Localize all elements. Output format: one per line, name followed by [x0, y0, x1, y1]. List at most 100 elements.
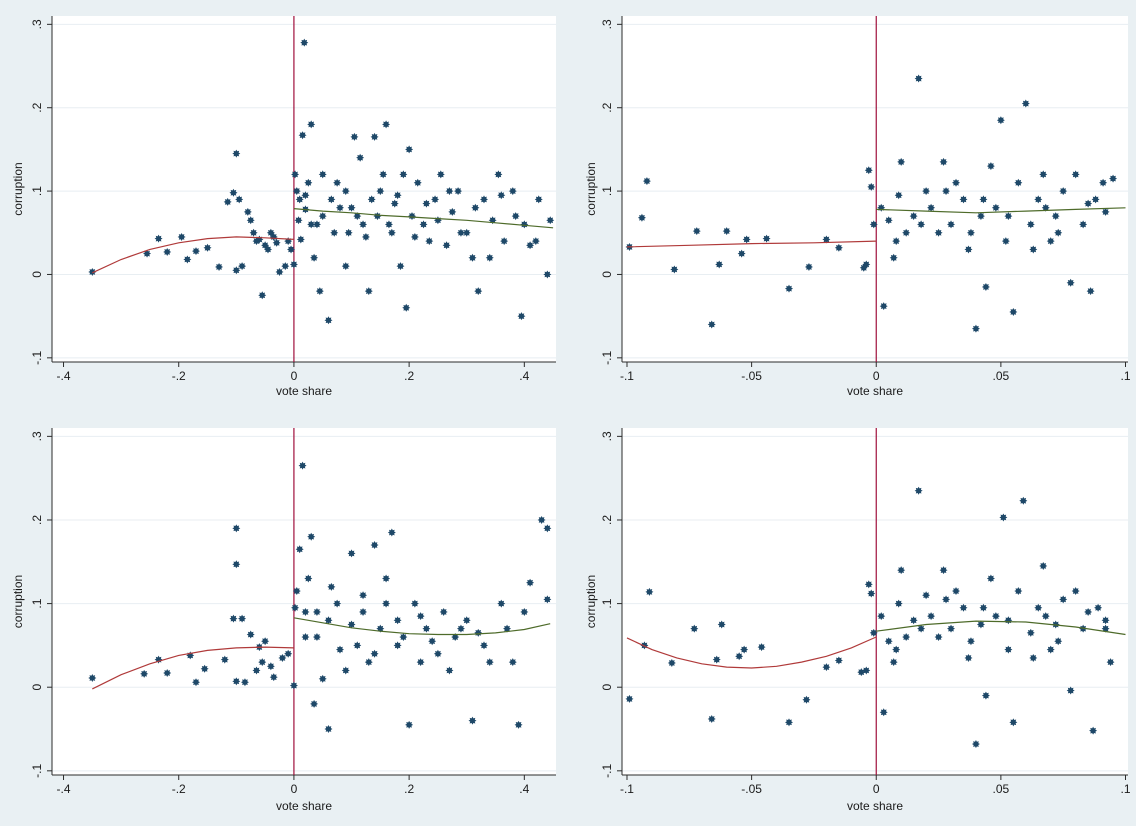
scatter-point: [462, 616, 471, 625]
scatter-point: [520, 607, 529, 616]
scatter-point: [183, 255, 192, 264]
scatter-point: [416, 612, 425, 621]
scatter-point: [261, 637, 270, 646]
scatter-point: [442, 241, 451, 250]
x-tick-label: 0: [291, 782, 298, 796]
chart-panel-4: -.1 0 .1 .2 .3 -.1 -.05 0 .05 .1 vote share corrupt…: [584, 428, 1131, 813]
scatter-point: [722, 227, 731, 236]
scatter-point: [1086, 287, 1095, 296]
scatter-point: [1084, 199, 1093, 208]
x-tick-label: -.4: [57, 369, 71, 383]
scatter-point: [399, 170, 408, 179]
scatter-point: [192, 678, 200, 687]
scatter-point: [310, 699, 319, 708]
scatter-point: [333, 178, 342, 187]
scatter-point: [802, 695, 811, 704]
scatter-point: [877, 612, 886, 621]
scatter-point: [1029, 653, 1038, 662]
scatter-point: [892, 237, 901, 246]
scatter-point: [1039, 561, 1048, 570]
scatter-point: [318, 212, 327, 221]
scatter-point: [240, 678, 249, 687]
scatter-point: [238, 614, 247, 623]
scatter-point: [370, 541, 379, 550]
scatter-point: [255, 235, 264, 244]
scatter-point: [971, 324, 980, 333]
plot-area: [622, 16, 1128, 362]
scatter-point: [278, 653, 287, 662]
scatter-point: [192, 247, 200, 256]
x-tick-label: -.4: [57, 782, 71, 796]
y-axis-title: corruption: [584, 162, 598, 215]
scatter-point: [909, 212, 918, 221]
scatter-point: [243, 207, 252, 216]
x-tick-label: 0: [873, 369, 880, 383]
scatter-point: [996, 116, 1005, 125]
scatter-point: [1101, 207, 1110, 216]
scatter-point: [344, 228, 353, 237]
scatter-point: [1026, 628, 1035, 637]
scatter-point: [327, 582, 336, 591]
scatter-point: [939, 157, 948, 166]
scatter-point: [433, 649, 442, 658]
scatter-point: [324, 616, 333, 625]
scatter-point: [740, 645, 749, 654]
x-tick-label: 0: [291, 369, 298, 383]
scatter-point: [1054, 228, 1063, 237]
scatter-point: [785, 284, 793, 293]
scatter-point: [471, 203, 480, 212]
scatter-point: [927, 203, 936, 212]
scatter-point: [1004, 212, 1013, 221]
scatter-point: [264, 245, 272, 254]
scatter-point: [511, 212, 520, 221]
scatter-point: [543, 270, 552, 279]
scatter-point: [419, 220, 428, 229]
x-axis-title: vote share: [847, 799, 903, 813]
plot-area: [622, 428, 1128, 775]
scatter-point: [382, 574, 391, 583]
scatter-point: [494, 170, 503, 179]
scatter-point: [922, 591, 931, 600]
fit-line-left: [626, 240, 877, 248]
scatter-point: [393, 616, 402, 625]
scatter-point: [405, 720, 414, 729]
x-tick-label: .05: [993, 369, 1010, 383]
scatter-point: [514, 720, 523, 729]
x-tick-label: .1: [1120, 782, 1130, 796]
scatter-point: [543, 524, 552, 533]
scatter-point: [867, 182, 876, 191]
scatter-point: [981, 691, 990, 700]
scatter-point: [864, 580, 873, 589]
scatter-point: [1094, 603, 1103, 612]
scatter-point: [307, 220, 316, 229]
fit-line-left: [92, 646, 294, 690]
scatter-point: [942, 595, 951, 604]
scatter-point: [959, 603, 968, 612]
scatter-point: [382, 120, 391, 129]
scatter-point: [520, 220, 529, 229]
scatter-point: [531, 237, 540, 246]
scatter-point: [864, 166, 873, 175]
y-tick-label: .1: [30, 598, 44, 608]
scatter-point: [897, 566, 906, 575]
scatter-point: [310, 253, 319, 262]
y-tick-label: .1: [600, 186, 614, 196]
scatter-point: [1009, 718, 1018, 727]
y-tick-label: .2: [600, 102, 614, 112]
scatter-point: [324, 725, 333, 734]
x-tick-label: 0: [873, 782, 880, 796]
fit-line-right: [876, 620, 1126, 636]
scatter-point: [934, 633, 943, 642]
scatter-point: [252, 666, 261, 675]
scatter-point: [508, 187, 517, 196]
scatter-point: [712, 655, 721, 664]
scatter-point: [1051, 212, 1060, 221]
scatter-point: [939, 566, 948, 575]
scatter-point: [667, 658, 676, 667]
scatter-point: [298, 131, 307, 140]
x-tick-label: -.1: [620, 369, 634, 383]
scatter-point: [1066, 686, 1075, 695]
scatter-point: [468, 716, 477, 725]
scatter-point: [416, 658, 425, 667]
